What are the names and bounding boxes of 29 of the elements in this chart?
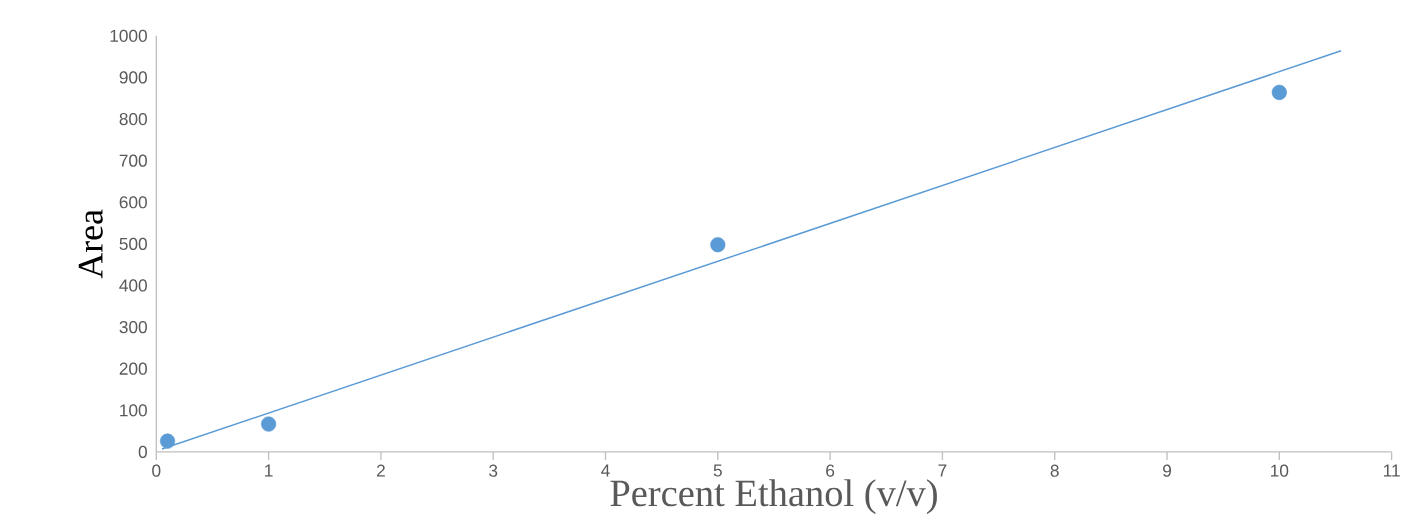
y-tick-label: 200	[119, 362, 147, 376]
y-tick-label: 800	[119, 113, 147, 126]
x-tick-label: 1	[265, 464, 273, 477]
y-tick-label: 400	[119, 279, 147, 292]
y-tick-label: 600	[119, 196, 147, 209]
x-axis-title: Percent Ethanol (v/v)	[610, 479, 937, 515]
x-tick-label: 8	[1050, 464, 1059, 477]
point	[159, 433, 176, 449]
x-tick-label: 10	[1271, 464, 1289, 477]
point	[261, 416, 277, 432]
y-tick-label: 1000	[110, 29, 147, 43]
y-axis-title: Area	[78, 209, 103, 279]
x-tick-label: 3	[489, 464, 498, 477]
x-tick-label: 0	[152, 464, 161, 477]
point	[1271, 85, 1287, 101]
x-tick-label: 2	[376, 464, 385, 477]
x-tick-label: 6	[826, 464, 835, 477]
y-tick-label: 500	[119, 237, 147, 251]
y-tick-label: 0	[138, 446, 147, 459]
x-tick-label: 7	[938, 464, 947, 477]
y-tick-label: 900	[119, 71, 147, 84]
y-tick-label: 700	[119, 154, 147, 167]
x-tick-label: 11	[1383, 464, 1400, 477]
point	[710, 237, 726, 253]
x-tick-label: 5	[713, 464, 722, 477]
y-tick-label: 300	[119, 321, 147, 334]
y-tick-label: 100	[120, 404, 147, 417]
x-tick-label: 9	[1163, 464, 1172, 477]
x-tick-label: 4	[601, 464, 610, 477]
